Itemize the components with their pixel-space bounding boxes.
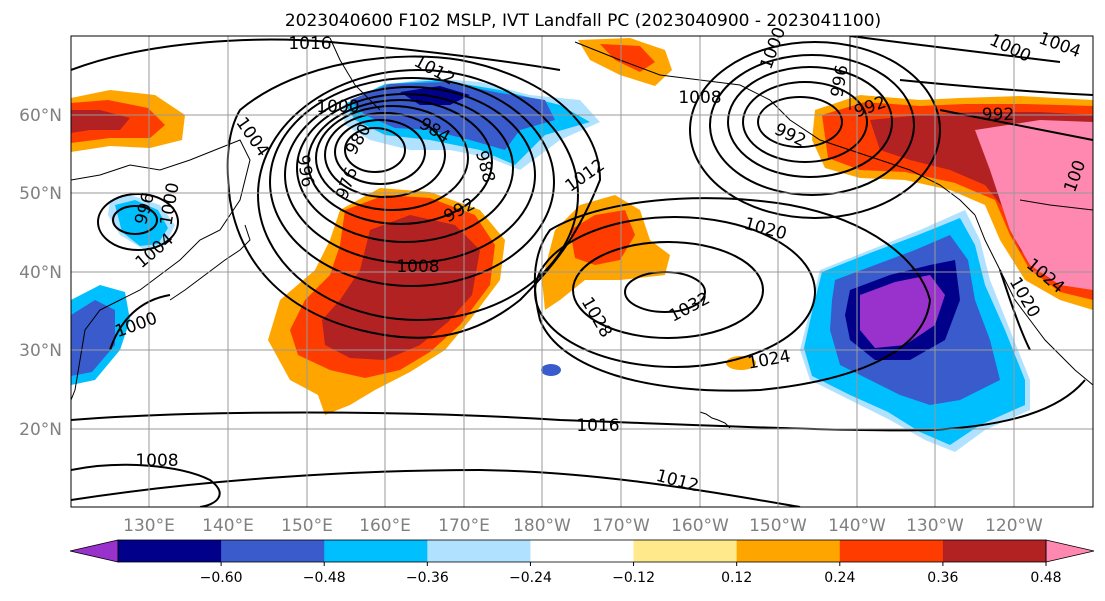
shade-nw-dark — [71, 110, 130, 133]
coast-canada-inner — [849, 36, 1093, 211]
colorbar-segment — [530, 540, 635, 562]
shade-ep-purple — [860, 275, 945, 348]
contour-coast-a — [999, 269, 1031, 351]
contour-992-ak — [757, 96, 843, 148]
colorbar-segment — [221, 540, 325, 562]
contour-label: 1000 — [316, 97, 359, 117]
contour-label: 1008 — [396, 257, 439, 277]
contour-ne-c — [939, 109, 1093, 141]
lon-label: 170°E — [438, 516, 490, 536]
contour-1016-top — [71, 38, 561, 71]
shade-plume-dark — [322, 215, 480, 360]
contour-996-low — [296, 93, 514, 243]
lat-label: 30°N — [19, 341, 62, 361]
shade-small-blue — [541, 364, 561, 376]
lon-label: 160°E — [359, 516, 411, 536]
lon-label: 160°W — [671, 516, 729, 536]
contour-1012-south — [71, 468, 801, 507]
contour-996-ak — [742, 81, 868, 163]
lat-label: 60°N — [19, 106, 62, 126]
lat-label: 50°N — [19, 184, 62, 204]
colorbar-tick-label: −0.12 — [612, 570, 655, 586]
contour-label: 1008 — [135, 451, 178, 471]
map-panel: 1016 1012 1000 1004 996 980 984 988 976 … — [19, 25, 1094, 536]
lon-label: 140°W — [828, 516, 886, 536]
contour-ne-a — [849, 36, 1061, 63]
colorbar-tick-label: −0.36 — [406, 570, 449, 586]
contour-988 — [315, 105, 469, 211]
contour-sw-1000 — [109, 294, 171, 351]
contour-japan-1 — [112, 205, 158, 235]
colorbar-segment — [633, 540, 738, 562]
contour-992-low — [307, 99, 493, 225]
shade-sw-blue — [71, 300, 115, 376]
colorbar-segment — [118, 540, 222, 562]
colorbar-tick-label: 0.48 — [1030, 570, 1061, 586]
shade-nc-blue — [350, 82, 555, 150]
colorbar-tick-label: −0.60 — [200, 570, 243, 586]
contour-976 — [344, 127, 406, 173]
contour-1008-ak — [689, 41, 941, 219]
gridlines — [71, 36, 1093, 507]
contour-ne-b — [899, 79, 1093, 96]
lon-label: 130°E — [123, 516, 175, 536]
lon-label: 140°E — [202, 516, 254, 536]
colorbar-tick-label: 0.12 — [721, 570, 752, 586]
shade-japan-cyan — [115, 200, 168, 246]
contour-1012-low — [226, 55, 602, 339]
shade-ne-pink — [975, 120, 1093, 290]
colorbar-segment — [427, 540, 531, 562]
colorbar-segment — [942, 540, 1047, 562]
contour-1028 — [572, 241, 764, 339]
lon-label: 150°W — [749, 516, 807, 536]
lat-axis-labels: 60°N 50°N 40°N 30°N 20°N — [19, 106, 62, 440]
pressure-contours — [71, 36, 1093, 507]
coastlines — [71, 36, 1093, 429]
colorbar: −0.60 −0.48 −0.36 −0.24 −0.12 0.12 0.24 0.36 0.4… — [69, 539, 1095, 586]
contour-label: 1008 — [678, 88, 721, 108]
lon-label: 130°W — [906, 516, 964, 536]
shade-bering-red — [600, 44, 655, 72]
colorbar-tick-label: −0.48 — [303, 570, 346, 586]
colorbar-frame — [117, 539, 1047, 563]
lon-label: 170°W — [592, 516, 650, 536]
lat-label: 40°N — [19, 263, 62, 283]
colorbar-segment — [839, 540, 944, 562]
contour-1008-sw — [71, 463, 221, 507]
colorbar-extend-low — [69, 539, 119, 563]
map-frame — [70, 35, 1094, 508]
coast-kamchatka — [329, 37, 381, 111]
lon-label: 120°W — [985, 516, 1043, 536]
contour-1016-south — [71, 379, 1086, 432]
colorbar-segment — [736, 540, 841, 562]
coast-hawaii — [699, 411, 731, 429]
contour-japan-2 — [97, 193, 179, 251]
colorbar-extend-high — [1045, 539, 1095, 563]
coast-na-west — [974, 214, 1093, 386]
colorbar-segment — [324, 540, 428, 562]
lon-label: 180°W — [513, 516, 571, 536]
contour-label: 1016 — [576, 416, 619, 436]
contour-1000-low — [284, 86, 536, 264]
figure-title: 2023040600 F102 MSLP, IVT Landfall PC (2… — [285, 11, 881, 31]
contour-1008-low — [257, 69, 579, 321]
contour-label: 1016 — [288, 34, 331, 54]
coast-japan — [169, 224, 251, 301]
contour-980 — [334, 119, 426, 185]
coast-asia — [71, 139, 251, 401]
lon-label: 150°E — [281, 516, 333, 536]
contour-1004-ak — [709, 54, 915, 196]
contour-label: 992 — [982, 105, 1014, 125]
lat-label: 20°N — [19, 420, 62, 440]
contour-1004-low — [269, 77, 555, 287]
colorbar-tick-label: 0.24 — [824, 570, 855, 586]
colorbar-tick-label: −0.24 — [509, 570, 552, 586]
contour-1000-ak — [727, 66, 893, 178]
colorbar-tick-label: 0.36 — [927, 570, 958, 586]
lon-axis-labels: 130°E 140°E 150°E 160°E 170°E 180°W 170°… — [123, 516, 1043, 536]
